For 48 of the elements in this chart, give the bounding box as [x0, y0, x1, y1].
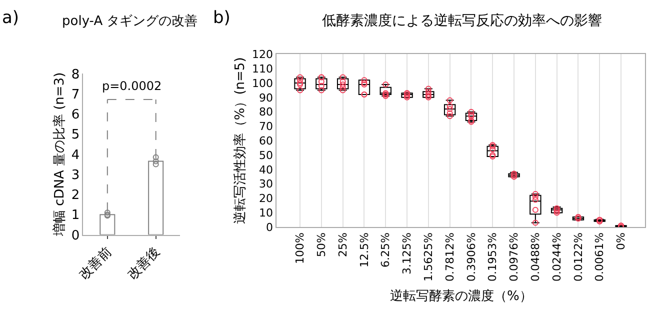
x-tick-label: 100%	[294, 232, 307, 264]
y-tick-label: 0	[71, 228, 80, 244]
x-tick-label: 0.7812%	[443, 232, 456, 282]
y-tick-label: 110	[252, 62, 274, 76]
y-tick-label: 40	[259, 163, 274, 176]
x-tick-label: 0.0122%	[572, 232, 585, 282]
x-tick-label: 0.0488%	[528, 232, 542, 282]
text: b)	[213, 8, 230, 28]
y-tick-label: 120	[252, 48, 274, 62]
chart-title: 低酵素濃度による逆転写反応の効率への影響	[322, 13, 602, 29]
y-tick-label: 100	[252, 76, 274, 90]
y-tick-label: 5	[71, 128, 80, 143]
y-tick-label: 90	[259, 91, 274, 104]
x-tick-label: 改善後	[124, 244, 164, 283]
y-tick-label: 2	[71, 188, 80, 204]
y-axis-title: 逆転写活性効率（%）(n=5)	[232, 57, 248, 224]
y-axis-title: 増幅 cDNA 量の比率 (n=3)	[51, 72, 68, 238]
x-tick-label: 6.25%	[379, 232, 392, 268]
y-tick-label: 70	[259, 120, 274, 134]
x-tick-label: 0.0061%	[593, 232, 606, 282]
y-tick-label: 4	[71, 148, 80, 163]
y-tick-label: 10	[259, 206, 274, 220]
x-tick-label: 1.5625%	[422, 232, 436, 282]
x-tick-label: 50%	[315, 232, 328, 257]
x-tick-label: 0%	[614, 232, 628, 250]
x-tick-label: 25%	[336, 232, 350, 257]
chart-title: poly-A タギングの改善	[62, 13, 198, 29]
y-tick-label: 6	[71, 108, 80, 123]
y-tick-label: 20	[259, 192, 274, 206]
annotation: p=0.0002	[102, 79, 162, 93]
x-tick-label: 0.0244%	[550, 232, 564, 282]
y-tick-label: 30	[259, 178, 274, 191]
x-tick-label: 0.0976%	[508, 232, 521, 282]
text: a)	[2, 8, 20, 28]
y-tick-label: 80	[259, 106, 274, 119]
x-axis-title: 逆転写酵素の濃度（%）	[390, 288, 532, 304]
x-tick-label: 12.5%	[358, 232, 371, 268]
x-tick-label: 改善前	[76, 244, 115, 283]
x-tick-label: 0.3906%	[464, 232, 478, 282]
x-tick-label: 3.125%	[400, 232, 414, 274]
y-tick-label: 1	[71, 208, 80, 224]
y-tick-label: 7	[71, 87, 80, 102]
x-tick-label: 0.1953%	[486, 232, 500, 282]
y-tick-label: 50	[259, 148, 274, 162]
y-tick-label: 8	[71, 67, 80, 82]
y-tick-label: 0	[266, 220, 274, 234]
y-tick-label: 3	[71, 168, 80, 183]
y-tick-label: 60	[259, 134, 274, 148]
